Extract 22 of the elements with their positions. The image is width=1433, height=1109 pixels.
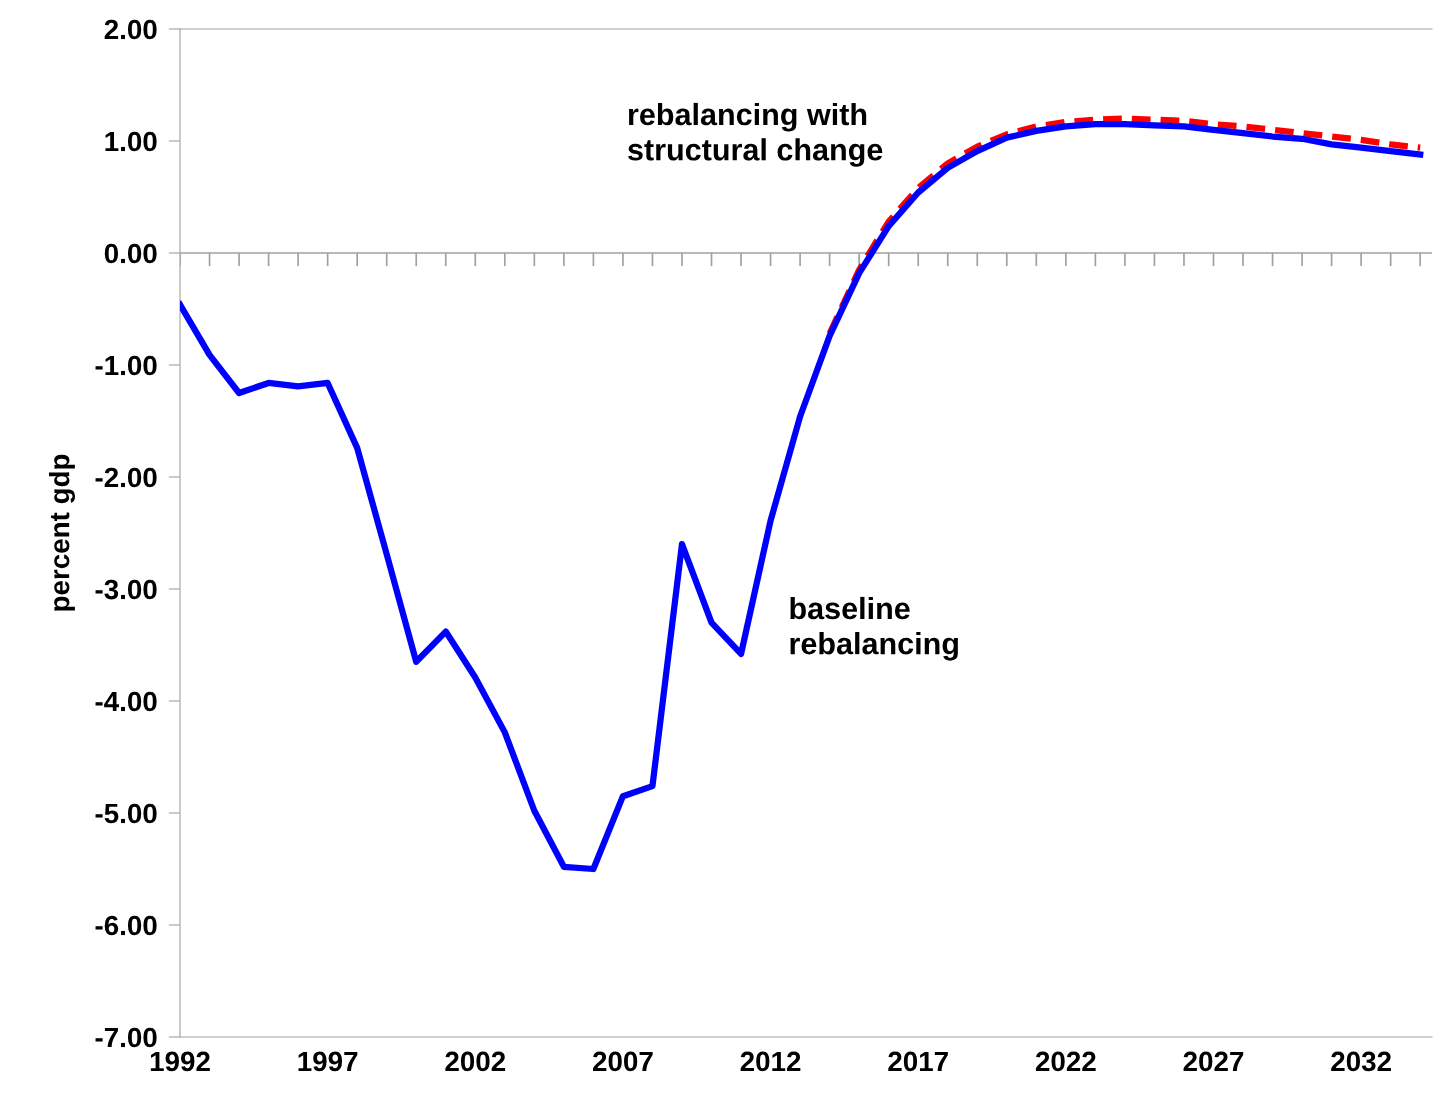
x-tick-label: 2032 (1331, 1051, 1391, 1072)
x-tick-label: 2012 (740, 1051, 801, 1072)
annotation: rebalancing with structural change (628, 102, 883, 167)
y-tick-label: -1.00 (95, 355, 157, 376)
x-tick-label: 2007 (592, 1051, 653, 1072)
y-tick-label: -3.00 (95, 579, 157, 600)
x-tick-label: 2022 (1035, 1051, 1096, 1072)
y-tick-label: -6.00 (95, 915, 157, 936)
y-tick-label: 1.00 (105, 131, 157, 152)
y-tick-label: 0.00 (104, 243, 157, 264)
x-tick-label: 2017 (888, 1051, 948, 1072)
x-tick-label: 1997 (298, 1051, 358, 1072)
x-tick-label: 2002 (445, 1051, 506, 1072)
y-tick-label: -2.00 (95, 467, 157, 488)
y-tick-label: -7.00 (95, 1027, 157, 1048)
x-tick-label: 1992 (150, 1051, 210, 1072)
y-tick-label: 2.00 (104, 19, 157, 40)
annotation: baseline rebalancing (790, 596, 958, 661)
y-axis-title: percent gdp (49, 454, 76, 611)
x-tick-label: 2027 (1183, 1051, 1244, 1072)
y-tick-label: -5.00 (95, 803, 157, 824)
y-tick-label: -4.00 (95, 691, 157, 712)
